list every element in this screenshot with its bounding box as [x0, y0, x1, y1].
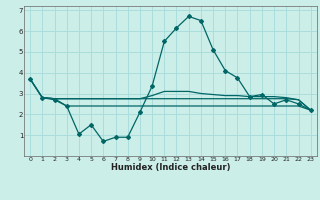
- X-axis label: Humidex (Indice chaleur): Humidex (Indice chaleur): [111, 163, 230, 172]
